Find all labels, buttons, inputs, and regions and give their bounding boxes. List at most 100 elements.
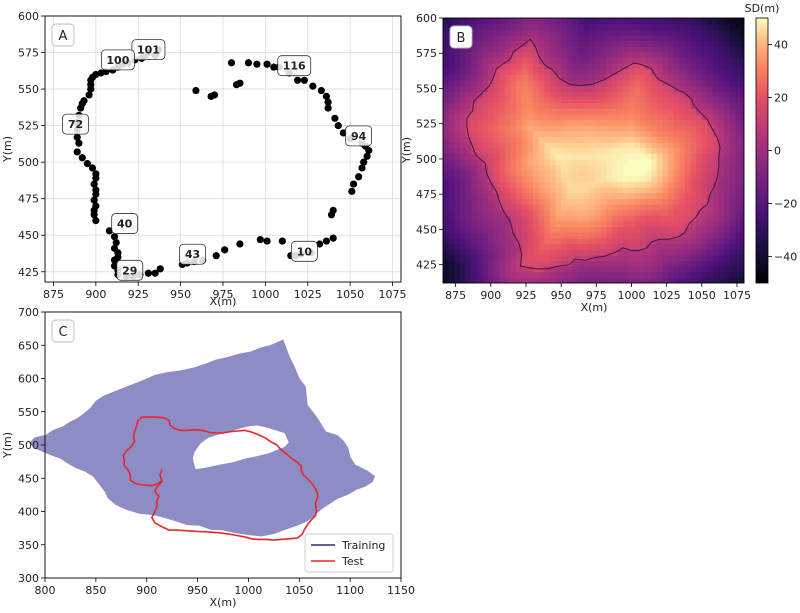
heatmap-cell	[679, 85, 686, 92]
heatmap-cell	[549, 51, 557, 58]
heatmap-cell	[628, 91, 635, 98]
heatmap-cell	[701, 147, 708, 154]
point-label-box	[131, 39, 166, 61]
heatmap-cell	[645, 74, 652, 81]
heatmap-cell	[628, 23, 635, 30]
heatmap-cell	[499, 108, 506, 115]
heatmap-cell	[718, 170, 725, 177]
heatmap-cell	[656, 113, 663, 121]
heatmap-cell	[521, 96, 528, 104]
heatmap-cell	[594, 209, 602, 216]
heatmap-cell	[645, 204, 652, 211]
heatmap-cell	[600, 249, 607, 256]
heatmap-cell	[499, 271, 506, 278]
heatmap-cell	[594, 91, 602, 98]
panel-a-tag-text: A	[59, 29, 68, 44]
panel-c-xtick-label: 1000	[234, 584, 262, 597]
heatmap-cell	[679, 57, 686, 64]
heatmap-cell	[454, 85, 461, 92]
heatmap-cell	[454, 266, 461, 273]
heatmap-cell	[623, 153, 630, 160]
heatmap-cell	[499, 113, 506, 121]
heatmap-cell	[673, 96, 680, 104]
heatmap-cell	[718, 74, 725, 81]
scatter-point	[244, 59, 253, 67]
heatmap-cell	[639, 119, 647, 126]
heatmap-cell	[476, 51, 483, 58]
heatmap-cell	[623, 74, 630, 81]
heatmap-cell	[656, 91, 663, 98]
heatmap-cell	[465, 80, 472, 87]
heatmap-cell	[589, 266, 596, 273]
heatmap-cell	[713, 221, 720, 228]
heatmap-cell	[594, 142, 602, 149]
heatmap-cell	[684, 237, 692, 245]
heatmap-cell	[493, 175, 500, 183]
heatmap-cell	[656, 187, 663, 194]
heatmap-cell	[611, 271, 618, 278]
heatmap-cell	[454, 226, 461, 233]
heatmap-cell	[561, 260, 568, 267]
heatmap-cell	[707, 125, 714, 132]
heatmap-cell	[572, 108, 579, 115]
heatmap-cell	[471, 277, 478, 283]
heatmap-cell	[639, 80, 647, 87]
heatmap-cell	[504, 221, 512, 228]
heatmap-cell	[488, 46, 495, 53]
heatmap-cell	[690, 159, 697, 166]
heatmap-cell	[628, 221, 635, 228]
point-label: 100	[106, 54, 129, 67]
heatmap-cell	[538, 96, 545, 104]
heatmap-cell	[482, 237, 489, 245]
heatmap-cell	[741, 142, 744, 149]
heatmap-cell	[448, 204, 455, 211]
heatmap-cell	[724, 277, 731, 283]
heatmap-cell	[544, 102, 551, 109]
heatmap-cell	[594, 119, 602, 126]
heatmap-cell	[729, 63, 737, 70]
heatmap-cell	[639, 113, 647, 121]
heatmap-cell	[521, 85, 528, 92]
scatter-point	[324, 98, 332, 106]
heatmap-cell	[527, 68, 534, 75]
heatmap-cell	[673, 215, 680, 222]
heatmap-cell	[673, 130, 680, 137]
heatmap-cell	[713, 18, 720, 25]
heatmap-cell	[623, 187, 630, 194]
heatmap-cell	[488, 175, 495, 183]
heatmap-cell	[516, 232, 523, 239]
heatmap-cell	[471, 192, 478, 199]
heatmap-cell	[589, 119, 596, 126]
heatmap-cell	[583, 18, 590, 25]
heatmap-cell	[465, 68, 472, 75]
heatmap-cell	[510, 113, 517, 121]
heatmap-cell	[443, 85, 450, 92]
heatmap-cell	[499, 51, 506, 58]
heatmap-cell	[645, 102, 652, 109]
heatmap-cell	[628, 215, 635, 222]
heatmap-cell	[729, 237, 737, 245]
heatmap-cell	[673, 125, 680, 132]
heatmap-cell	[476, 23, 483, 30]
heatmap-cell	[454, 119, 461, 126]
heatmap-cell	[499, 232, 506, 239]
heatmap-cell	[656, 74, 663, 81]
heatmap-cell	[572, 243, 579, 250]
heatmap-cell	[504, 63, 512, 70]
heatmap-cell	[538, 237, 545, 245]
panel-c-tag-text: C	[58, 325, 67, 340]
heatmap-cell	[499, 85, 506, 92]
heatmap-cell	[488, 266, 495, 273]
heatmap-cell	[600, 266, 607, 273]
heatmap-cell	[578, 198, 585, 205]
heatmap-cell	[510, 170, 517, 177]
heatmap-cell	[538, 221, 545, 228]
heatmap-cell	[510, 232, 517, 239]
heatmap-cell	[527, 34, 534, 42]
heatmap-cell	[724, 226, 731, 233]
heatmap-cell	[729, 266, 737, 273]
heatmap-cell	[589, 102, 596, 109]
heatmap-cell	[566, 125, 573, 132]
scatter-point	[73, 148, 81, 156]
heatmap-cell	[499, 34, 506, 42]
